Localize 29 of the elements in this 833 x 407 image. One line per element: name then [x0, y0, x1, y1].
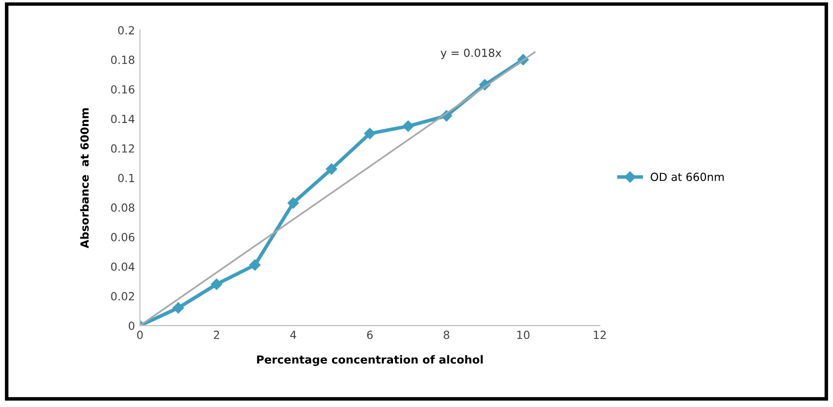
- y-tick-label: 0.12: [111, 144, 134, 153]
- y-tick-label: 0.04: [111, 262, 134, 271]
- x-tick-label: 4: [290, 330, 296, 339]
- annotation: y = 0.018x: [440, 48, 502, 60]
- y-tick-label: 0.06: [111, 232, 134, 242]
- point: [249, 259, 261, 271]
- y-tick-label: 0.08: [111, 203, 134, 212]
- x-tick-label: 6: [367, 330, 373, 340]
- y-tick-label: 0.16: [111, 85, 134, 94]
- point: [210, 278, 222, 290]
- x-axis-title: Percentage concentration of alcohol: [257, 355, 483, 366]
- y-tick-label: 0.18: [111, 56, 134, 64]
- x-tick-label: 2: [214, 330, 219, 339]
- y-tick-label: 0.1: [118, 174, 134, 182]
- legend-label: OD at 660nm: [650, 172, 724, 182]
- y-axis-title: Absorbance at 600nm: [80, 108, 89, 248]
- x-tick-label: 12: [594, 330, 606, 339]
- x-tick-label: 8: [444, 330, 450, 340]
- point: [288, 197, 299, 209]
- y-tick-label: 0.2: [118, 26, 134, 34]
- point: [172, 302, 184, 314]
- point: [402, 120, 414, 132]
- x-tick-label: 0: [137, 330, 143, 340]
- point: [326, 163, 338, 175]
- x-tick-label: 10: [517, 330, 530, 340]
- y-tick-label: 0.14: [111, 114, 134, 124]
- y-tick-label: 0: [128, 322, 134, 330]
- point: [364, 128, 376, 140]
- y-tick-label: 0.02: [111, 292, 134, 300]
